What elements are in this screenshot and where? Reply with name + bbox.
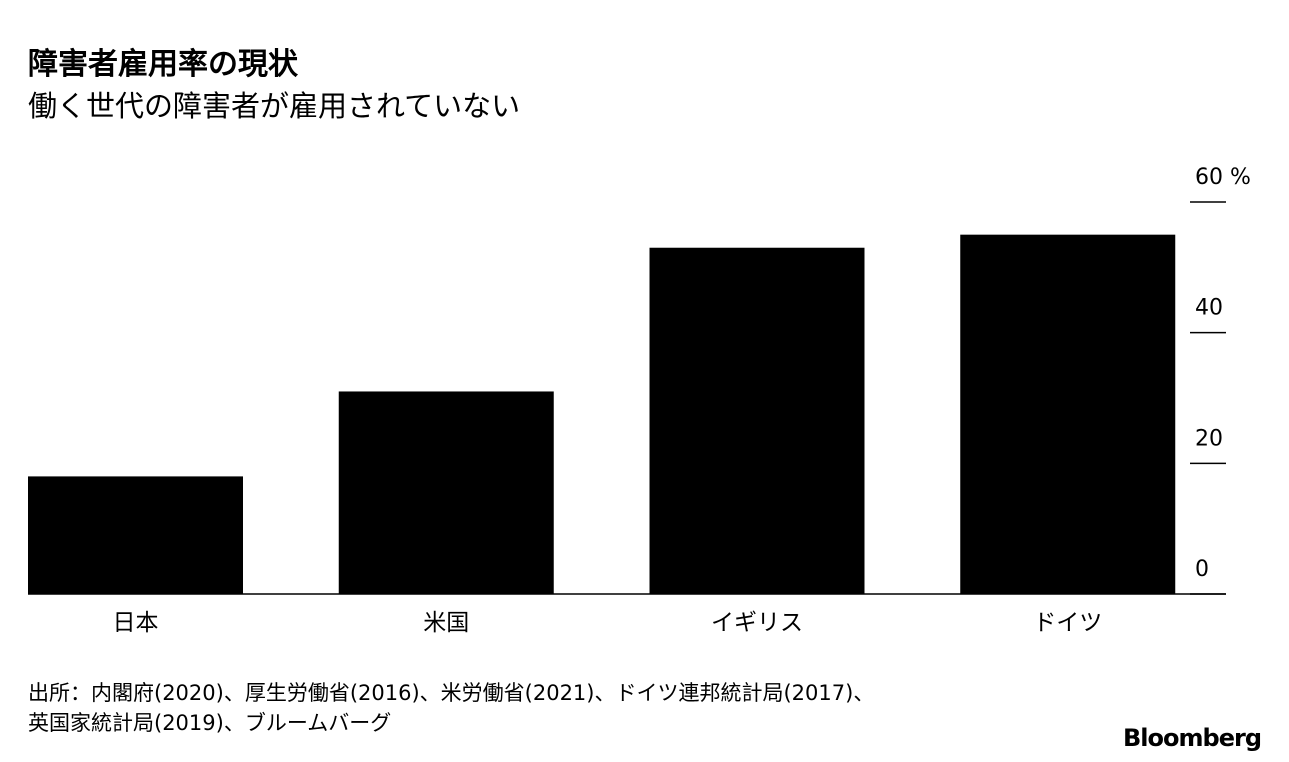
y-tick-label: 60 %: [1195, 165, 1251, 190]
chart-title: 障害者雇用率の現状: [28, 47, 299, 82]
x-tick-label: イギリス: [711, 610, 803, 636]
logo: Bloomberg: [1123, 724, 1261, 752]
source-note: 出所：内閣府(2020)、厚生労働省(2016)、米労働省(2021)、ドイツ連…: [28, 681, 874, 705]
y-tick-label: 20: [1195, 426, 1223, 451]
bar: [338, 391, 554, 594]
bar: [28, 476, 243, 594]
x-tick-label: 米国: [423, 610, 469, 636]
chart-subtitle: 働く世代の障害者が雇用されていない: [28, 89, 520, 123]
x-tick-label: ドイツ: [1033, 610, 1102, 636]
source-note: 英国家統計局(2019)、ブルームバーグ: [28, 711, 391, 735]
bar: [960, 234, 1176, 594]
x-tick-label: 日本: [113, 610, 159, 636]
bar: [649, 247, 865, 594]
y-tick-label: 0: [1195, 557, 1209, 582]
y-tick-label: 40: [1195, 296, 1223, 321]
